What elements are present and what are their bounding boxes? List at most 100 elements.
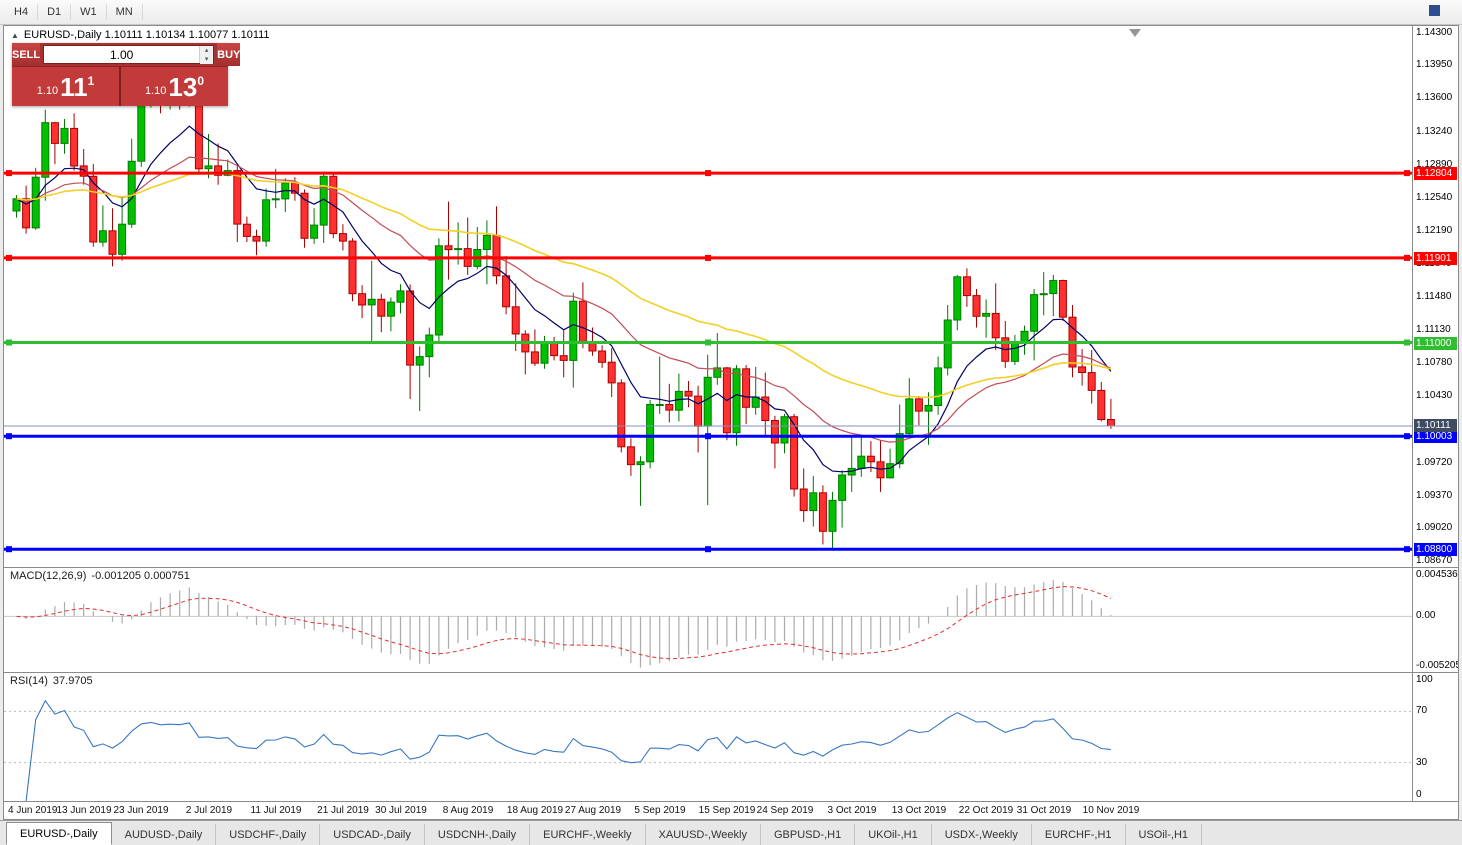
line-handle[interactable]	[705, 170, 711, 177]
ma-medium-red[interactable]	[16, 156, 1112, 443]
rsi-line	[25, 699, 1111, 801]
tab-usdx-weekly[interactable]: USDX-,Weekly	[932, 824, 1032, 845]
date-label: 24 Sep 2019	[756, 805, 814, 816]
macd-axis-label: -0.005205	[1416, 660, 1459, 671]
date-label: 18 Aug 2019	[506, 805, 564, 816]
line-handle[interactable]	[6, 433, 12, 440]
macd-axis-label: 0.00	[1416, 610, 1436, 621]
price-axis-label: 1.12890	[1416, 159, 1453, 170]
rsi-axis-label: 70	[1416, 705, 1428, 716]
price-axis[interactable]: 1.14300 1.13950 1.13600 1.13240 1.12890 1.125…	[1412, 26, 1458, 567]
macd-indicator-chart[interactable]	[4, 568, 1412, 672]
one-click-toggle-icon[interactable]: ▲	[11, 30, 19, 40]
tab-audusd-daily[interactable]: AUDUSD-,Daily	[112, 824, 217, 845]
price-axis-label: 1.11480	[1416, 291, 1452, 302]
rsi-name: RSI(14)	[10, 675, 48, 687]
chart-shift-marker[interactable]	[1129, 29, 1141, 37]
tab-eurchf-weekly[interactable]: EURCHF-,Weekly	[530, 824, 646, 845]
level-price-label[interactable]: 1.11901	[1414, 252, 1457, 265]
panel-divider[interactable]	[4, 567, 1458, 568]
timeframe-w1-button[interactable]: W1	[71, 4, 107, 20]
price-axis-label: 1.13950	[1416, 59, 1453, 70]
line-handle[interactable]	[1404, 170, 1410, 177]
timeframe-mn-button[interactable]: MN	[107, 4, 143, 20]
level-price-label[interactable]: 1.10003	[1414, 430, 1457, 443]
date-label: 2 Jul 2019	[185, 805, 233, 816]
date-label: 5 Sep 2019	[634, 805, 686, 816]
tab-usoil-h1[interactable]: USOil-,H1	[1126, 824, 1203, 845]
time-axis[interactable]: 4 Jun 2019 13 Jun 2019 23 Jun 2019 2 Jul 20…	[4, 802, 1412, 819]
price-axis-label: 1.09720	[1416, 457, 1453, 468]
chart-window: 1.14300 1.13950 1.13600 1.13240 1.12890 1.125…	[3, 25, 1459, 820]
timeframe-d1-button[interactable]: D1	[38, 4, 72, 20]
date-label: 23 Jun 2019	[113, 805, 169, 816]
macd-values: -0.001205 0.000751	[91, 570, 190, 582]
tab-xauusd-weekly[interactable]: XAUUSD-,Weekly	[646, 824, 761, 845]
date-label: 31 Oct 2019	[1016, 805, 1072, 816]
sell-price-prefix: 1.10	[36, 85, 59, 97]
date-label: 3 Oct 2019	[827, 805, 877, 816]
rsi-value: 37.9705	[52, 675, 93, 687]
line-handle[interactable]	[705, 339, 711, 346]
buy-price-sup: 0	[197, 74, 205, 88]
buy-price-big: 13	[168, 71, 198, 102]
line-handle[interactable]	[1404, 339, 1410, 346]
tab-usdcnh-daily[interactable]: USDCNH-,Daily	[425, 824, 531, 845]
level-price-label[interactable]: 1.08800	[1414, 543, 1457, 556]
chart-title: ▲ EURUSD-,Daily 1.10111 1.10134 1.10077 …	[11, 29, 270, 41]
price-axis-label: 1.09020	[1416, 522, 1453, 533]
volume-spinner[interactable]: ▴ ▾	[43, 45, 215, 64]
rsi-axis[interactable]: 100 70 30 0	[1412, 673, 1458, 801]
line-handle[interactable]	[1404, 254, 1410, 261]
rsi-indicator-chart[interactable]	[4, 673, 1412, 801]
line-handle[interactable]	[6, 339, 12, 346]
volume-up-icon[interactable]: ▴	[200, 46, 214, 55]
moving-averages-layer	[16, 125, 1112, 473]
line-handle[interactable]	[6, 546, 12, 553]
price-axis-label: 1.09370	[1416, 490, 1453, 501]
tab-ukoil-h1[interactable]: UKOil-,H1	[855, 824, 932, 845]
line-handle[interactable]	[705, 546, 711, 553]
rsi-axis-label: 0	[1416, 789, 1422, 800]
line-handle[interactable]	[1404, 546, 1410, 553]
line-handle[interactable]	[6, 254, 12, 261]
macd-label: MACD(12,26,9) -0.001205 0.000751	[10, 570, 190, 582]
line-handle[interactable]	[705, 433, 711, 440]
level-price-label[interactable]: 1.11000	[1414, 337, 1457, 350]
level-price-label[interactable]: 1.12804	[1414, 167, 1457, 180]
candlestick-chart[interactable]	[4, 26, 1412, 567]
toolbar-corner-icon[interactable]	[1429, 5, 1440, 16]
price-axis-label: 1.10780	[1416, 357, 1453, 368]
volume-input[interactable]	[44, 46, 200, 63]
sell-price-sup: 1	[87, 74, 95, 88]
volume-down-icon[interactable]: ▾	[200, 55, 214, 64]
macd-axis-label: 0.004536	[1416, 569, 1458, 580]
buy-price-display[interactable]: 1.10 13 0	[121, 67, 228, 106]
line-handle[interactable]	[6, 170, 12, 177]
sell-button[interactable]: SELL	[12, 43, 41, 66]
tab-eurusd-daily[interactable]: EURUSD-,Daily	[6, 822, 112, 845]
date-label: 10 Nov 2019	[1082, 805, 1140, 816]
sell-price-display[interactable]: 1.10 11 1	[12, 67, 121, 106]
buy-price-prefix: 1.10	[144, 85, 167, 97]
panel-divider[interactable]	[4, 672, 1458, 673]
date-label: 21 Jul 2019	[317, 805, 369, 816]
price-axis-label: 1.10430	[1416, 390, 1453, 401]
candles-layer	[12, 72, 1115, 551]
line-handle[interactable]	[705, 254, 711, 261]
buy-button[interactable]: BUY	[217, 43, 241, 66]
one-click-trading-panel: SELL ▴ ▾ BUY 1.10 11 1 1.10	[12, 43, 241, 106]
tab-gbpusd-h1[interactable]: GBPUSD-,H1	[761, 824, 856, 845]
tab-usdcad-daily[interactable]: USDCAD-,Daily	[320, 824, 425, 845]
macd-axis[interactable]: 0.004536 0.00 -0.005205	[1412, 568, 1458, 672]
tab-usdchf-daily[interactable]: USDCHF-,Daily	[216, 824, 321, 845]
tab-eurchf-h1[interactable]: EURCHF-,H1	[1032, 824, 1126, 845]
date-label: 27 Aug 2019	[564, 805, 622, 816]
line-handle[interactable]	[1404, 433, 1410, 440]
rsi-label: RSI(14) 37.9705	[10, 675, 93, 687]
price-axis-label: 1.12190	[1416, 225, 1453, 236]
level-lines-layer[interactable]	[4, 170, 1412, 553]
timeframe-h4-button[interactable]: H4	[5, 4, 39, 20]
toolbar: H4 D1 W1 MN	[0, 0, 1462, 25]
